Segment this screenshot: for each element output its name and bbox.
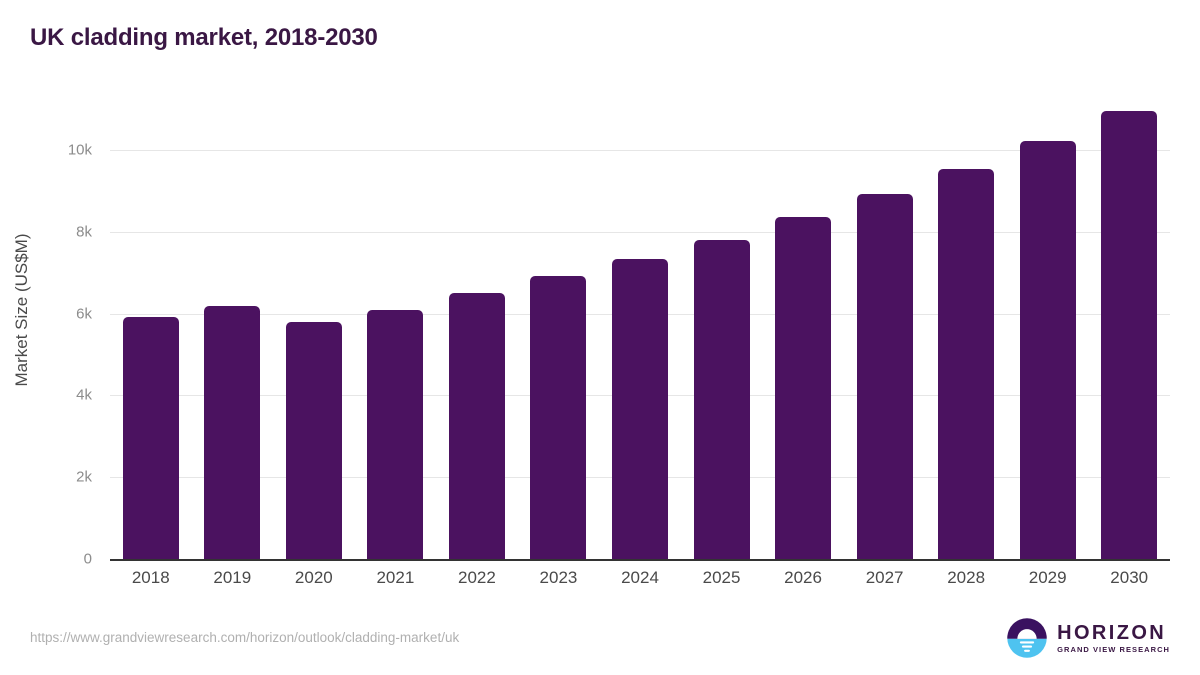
x-axis-tick-label: 2025 — [702, 568, 741, 587]
bar-2027[interactable] — [856, 193, 913, 559]
y-axis-tick-label: 4k — [76, 386, 92, 404]
horizon-logo-icon — [1007, 618, 1047, 658]
bar-2026[interactable] — [775, 217, 832, 559]
bar-2025[interactable] — [693, 239, 750, 559]
x-axis-tick-label: 2018 — [131, 568, 170, 587]
x-axis-tick-label: 2022 — [458, 568, 496, 587]
x-axis-tick-label: 2028 — [947, 568, 986, 587]
bar-2024[interactable] — [612, 259, 668, 559]
bar-2030[interactable] — [1101, 110, 1158, 559]
y-axis-label: Market Size (US$M) — [12, 233, 31, 387]
x-axis-tick-label: 2024 — [621, 568, 659, 587]
x-axis-tick-label: 2020 — [294, 568, 333, 587]
x-axis-tick-label: 2023 — [539, 568, 578, 587]
logo-wordmark: HORIZON — [1057, 621, 1167, 644]
y-axis-tick-label: 8k — [76, 223, 92, 241]
bar-2020[interactable] — [285, 322, 342, 559]
bar-2019[interactable] — [204, 306, 261, 559]
x-axis-tick-label: 2026 — [784, 568, 822, 587]
x-axis-tick-label: 2029 — [1028, 568, 1067, 587]
horizon-logo[interactable]: HORIZON GRAND VIEW RESEARCH — [1006, 616, 1170, 660]
gridline — [110, 231, 1170, 233]
bar-2018[interactable] — [122, 317, 179, 559]
y-axis-tick-label: 2k — [76, 468, 92, 486]
logo-tagline: GRAND VIEW RESEARCH — [1057, 644, 1170, 654]
bar-2029[interactable] — [1019, 140, 1076, 559]
y-axis-tick-label: 0 — [83, 550, 92, 568]
x-axis-line — [110, 559, 1170, 561]
page-title: UK cladding market, 2018-2030 — [30, 24, 378, 51]
source-url[interactable]: https://www.grandviewresearch.com/horizo… — [30, 630, 460, 645]
x-axis-tick-label: 2021 — [376, 568, 415, 587]
bar-2022[interactable] — [448, 292, 505, 559]
y-axis-tick-label: 6k — [76, 305, 92, 323]
plot-area — [110, 100, 1170, 559]
y-axis-tick-label: 10k — [67, 141, 92, 159]
horizon-logo-text: HORIZON GRAND VIEW RESEARCH — [1057, 623, 1170, 654]
bar-2023[interactable] — [530, 275, 587, 559]
x-axis-tick-label: 2019 — [213, 568, 252, 587]
bar-2028[interactable] — [938, 168, 995, 559]
x-axis-tick-label: 2027 — [865, 568, 904, 587]
gridline — [110, 150, 1170, 151]
x-axis-tick-label: 2030 — [1110, 568, 1149, 587]
bar-2021[interactable] — [367, 309, 424, 559]
